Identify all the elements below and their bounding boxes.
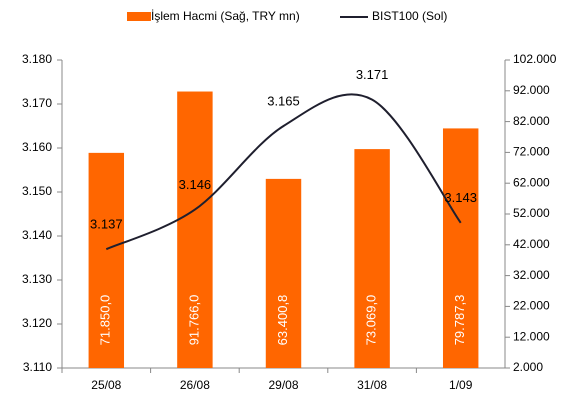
y-tick-label: 3.150 [22, 184, 52, 198]
y-tick-label: 3.180 [22, 52, 52, 66]
bar [265, 178, 302, 368]
x-tick-label: 25/08 [91, 378, 121, 392]
y2-tick-label: 92.000 [513, 83, 550, 97]
bar [442, 128, 479, 368]
y-tick-label: 3.170 [22, 96, 52, 110]
line-value-label: 3.171 [356, 67, 389, 82]
bar [177, 91, 213, 368]
bar [88, 152, 125, 368]
x-tick-label: 26/08 [180, 378, 210, 392]
legend-label: İşlem Hacmi (Sağ, TRY mn) [151, 9, 300, 23]
y-tick-label: 3.160 [22, 140, 52, 154]
legend-label: BIST100 (Sol) [372, 9, 447, 23]
bar-value-label: 91.766,0 [186, 295, 201, 346]
bar-value-label: 63.400,8 [275, 295, 290, 346]
line-value-label: 3.143 [444, 190, 477, 205]
y-tick-label: 3.130 [22, 272, 52, 286]
y2-tick-label: 82.000 [513, 114, 550, 128]
bar-value-label: 73.069,0 [364, 295, 379, 346]
y-tick-label: 3.140 [22, 228, 52, 242]
bar [354, 149, 390, 368]
y2-tick-label: 52.000 [513, 206, 550, 220]
line [105, 93, 462, 251]
bar-value-label: 71.850,0 [98, 295, 113, 346]
x-tick-label: 1/09 [449, 378, 473, 392]
y2-tick-label: 62.000 [513, 175, 550, 189]
line-value-label: 3.146 [179, 177, 212, 192]
bar-value-label: 79.787,3 [452, 295, 467, 346]
y2-tick-label: 12.000 [513, 329, 550, 343]
y-tick-label: 3.110 [23, 360, 52, 374]
x-tick-label: 31/08 [357, 378, 387, 392]
y2-tick-label: 42.000 [513, 237, 550, 251]
line-value-label: 3.137 [90, 217, 123, 232]
y2-tick-label: 72.000 [513, 145, 550, 159]
y2-tick-label: 102.000 [513, 52, 557, 66]
y2-tick-label: 22.000 [513, 299, 550, 313]
line-value-label: 3.165 [267, 93, 300, 108]
x-tick-label: 29/08 [268, 378, 298, 392]
legend-swatch [127, 12, 151, 21]
y-tick-label: 3.120 [22, 316, 52, 330]
y2-tick-label: 2.000 [513, 360, 543, 374]
y2-tick-label: 32.000 [513, 268, 550, 282]
